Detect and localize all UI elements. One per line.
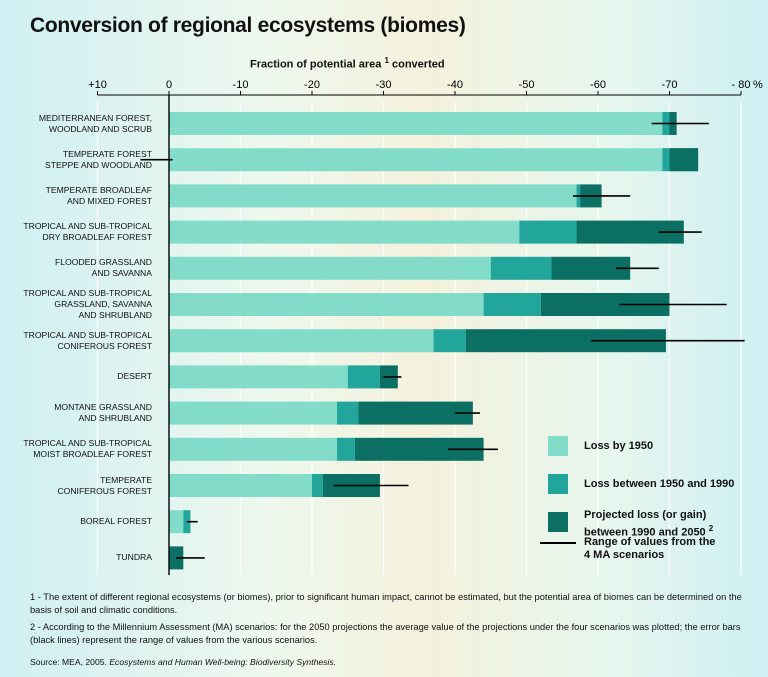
legend-label-loss-1950: Loss by 1950	[584, 440, 654, 452]
category-label: Temperate broadleaf and mixed forest	[45, 184, 152, 206]
category-label: Boreal forest	[80, 516, 152, 527]
x-tick-label: -20	[304, 79, 320, 91]
bar-chart: +10 0 -10 -20 -30 -40 -50 -60 -70 - 80%	[88, 79, 763, 575]
category-label: Tropical and sub-tropical coniferous for…	[23, 329, 152, 351]
bar-projected	[354, 437, 484, 461]
category-label: Mediterranean forest, woodland and scrub	[38, 112, 152, 134]
legend-label-loss-1950-1990: Loss between 1950 and 1990	[584, 478, 735, 490]
legend-swatch-projected	[548, 512, 568, 532]
legend-swatch-loss-1950-1990	[548, 474, 568, 494]
bar-loss-1950	[169, 256, 491, 280]
bar-loss-1950	[169, 401, 338, 425]
bar-loss-1950	[169, 510, 184, 534]
x-tick-label: -10	[233, 79, 249, 91]
source-citation: Source: MEA, 2005. Ecosystems and Human …	[30, 657, 336, 667]
legend-range-line	[540, 542, 576, 544]
bar-loss-1950	[169, 220, 520, 244]
category-label: Tropical and sub-tropical dry broadleaf …	[23, 221, 152, 243]
bar-loss-1950-1990	[337, 401, 359, 425]
bar-projected	[465, 329, 666, 353]
x-axis-label: Fraction of potential area	[250, 58, 382, 71]
bar-loss-1950-1990	[347, 365, 380, 389]
x-axis-title: Fraction of potential area 1 converted	[250, 56, 445, 71]
category-label: Flooded grassland and savanna	[55, 257, 152, 279]
bar-projected	[669, 148, 699, 172]
bar-loss-1950-1990	[490, 256, 552, 280]
x-tick-label: -70	[662, 79, 678, 91]
x-tick-label: 0	[166, 79, 172, 91]
bar-loss-1950	[169, 184, 577, 208]
source-title: Ecosystems and Human Well-being: Biodive…	[109, 657, 337, 667]
category-label: Montane grassland and shrubland	[54, 402, 152, 424]
legend-swatch-loss-1950	[548, 436, 568, 456]
legend-label-projected-sup: 2	[708, 524, 714, 533]
x-axis-label-suffix: converted	[392, 58, 445, 71]
x-axis-unit: %	[753, 79, 763, 91]
legend-label-range: Range of values from the 4 MA scenarios	[584, 536, 716, 561]
bar-loss-1950-1990	[433, 329, 466, 353]
x-tick-label: - 80	[732, 79, 751, 91]
bar-projected	[358, 401, 473, 425]
x-tick-label: -30	[376, 79, 392, 91]
category-label: Tropical and sub-tropical grassland, sav…	[23, 288, 152, 320]
category-label: Temperate coniferous forest	[57, 474, 152, 496]
bar-loss-1950	[169, 293, 484, 316]
x-tick-label: -50	[519, 79, 535, 91]
legend-label-projected-text: Projected loss (or gain) between 1990 an…	[584, 509, 707, 539]
source-prefix: Source: MEA, 2005.	[30, 657, 107, 667]
x-tick-label: -60	[590, 79, 606, 91]
bar-loss-1950	[169, 112, 663, 135]
category-label: Tundra	[116, 552, 152, 563]
x-axis-footnote-mark: 1	[384, 56, 389, 65]
bar-loss-1950-1990	[519, 220, 577, 244]
category-label: Tropical and sub-tropical moist broadlea…	[23, 438, 152, 460]
bar-loss-1950-1990	[483, 293, 541, 316]
bar-loss-1950	[169, 474, 312, 497]
bar-projected	[576, 220, 684, 244]
x-tick-label: -40	[447, 79, 463, 91]
legend-label-projected: Projected loss (or gain) between 1990 an…	[584, 509, 713, 540]
bar-loss-1950	[169, 437, 338, 461]
x-tick-label: +10	[88, 79, 107, 91]
chart-title: Conversion of regional ecosystems (biome…	[30, 14, 466, 37]
bar-projected	[551, 256, 631, 280]
bar-loss-1950	[169, 365, 348, 389]
bar-loss-1950-1990	[312, 474, 323, 497]
category-label: Temperate forest steppe and woodland	[45, 148, 152, 170]
category-label: Desert	[117, 371, 152, 382]
footnote-2: 2 - According to the Millennium Assessme…	[30, 622, 741, 645]
footnote-1: 1 - The extent of different regional eco…	[30, 592, 742, 615]
bar-loss-1950	[169, 148, 663, 172]
bar-loss-1950	[169, 329, 434, 353]
bar-projected	[540, 293, 670, 316]
bar-loss-1950-1990	[337, 437, 355, 461]
